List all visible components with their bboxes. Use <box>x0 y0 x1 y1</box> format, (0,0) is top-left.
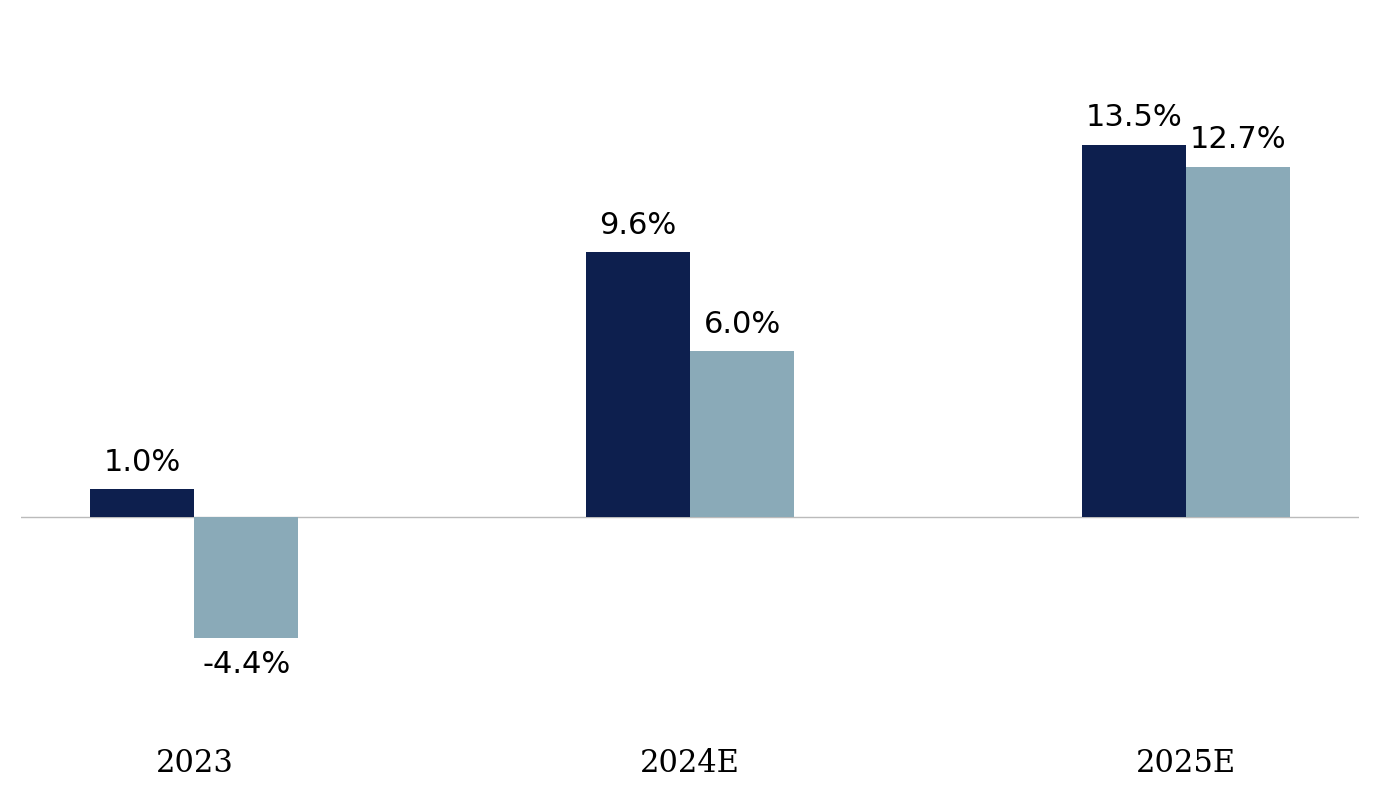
Bar <box>1082 145 1185 517</box>
Text: 12.7%: 12.7% <box>1190 126 1286 154</box>
Text: 6.0%: 6.0% <box>704 310 781 339</box>
Bar <box>195 517 298 638</box>
Bar <box>90 489 195 517</box>
Text: 1.0%: 1.0% <box>104 448 181 477</box>
Bar <box>690 351 794 517</box>
Text: 9.6%: 9.6% <box>599 210 676 240</box>
Bar <box>586 252 690 517</box>
Bar <box>1185 167 1290 517</box>
Text: -4.4%: -4.4% <box>203 650 291 679</box>
Text: 13.5%: 13.5% <box>1085 103 1183 132</box>
